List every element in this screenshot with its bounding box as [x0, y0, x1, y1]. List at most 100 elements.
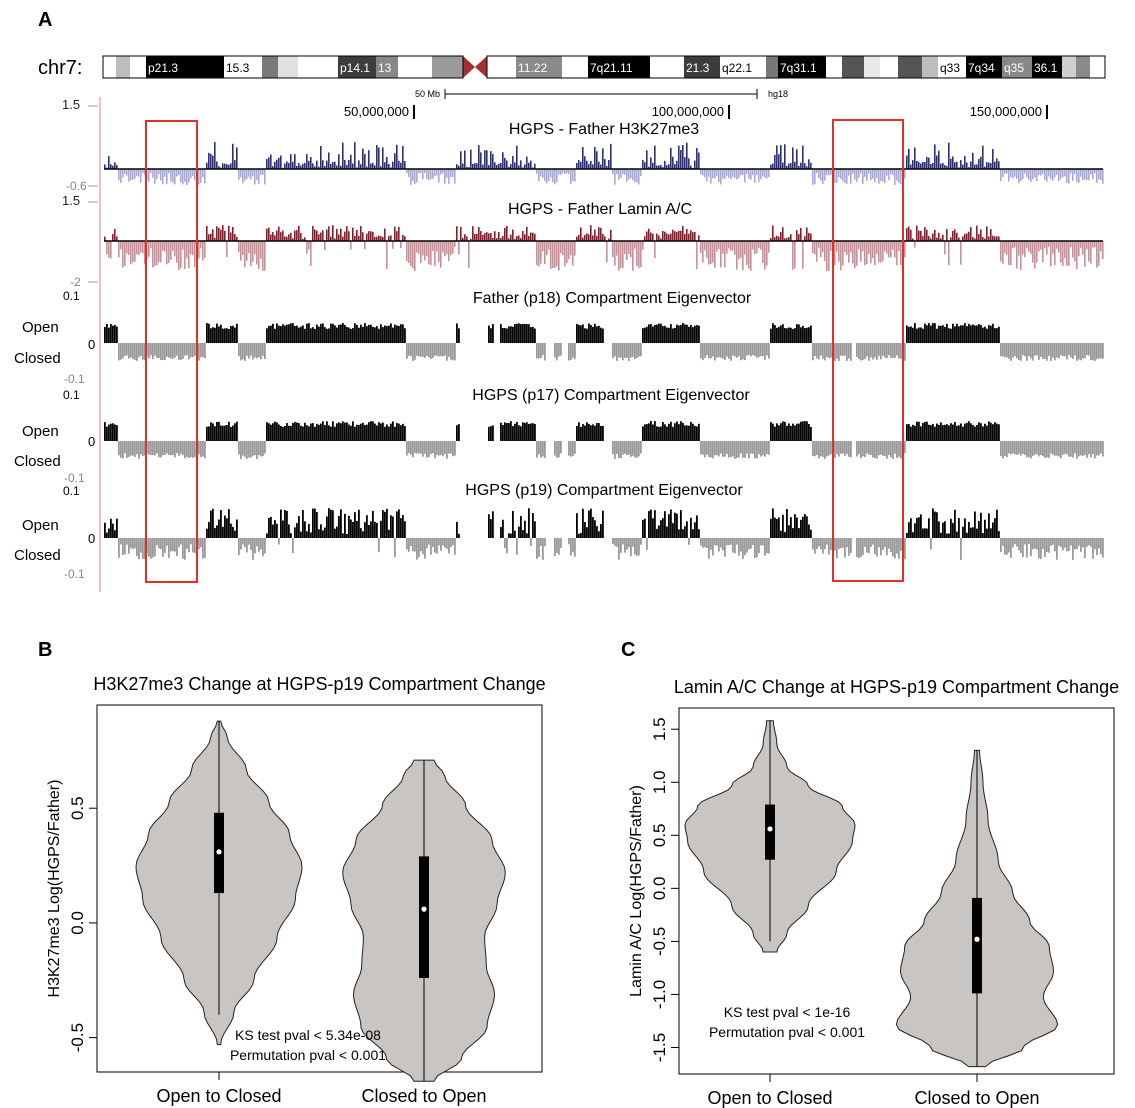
h3k27me3-bar	[1048, 169, 1050, 177]
eigen-p19-bar	[158, 538, 160, 549]
eigen-p17-bar	[750, 441, 752, 454]
eigen-father-bar	[532, 326, 534, 343]
lamin-bar	[668, 234, 670, 241]
eigen-p17-bar	[1084, 441, 1086, 455]
eigen-p19-bar	[594, 520, 596, 538]
lamin-bar	[344, 231, 346, 241]
eigen-p19-bar	[786, 509, 788, 538]
eigen-father-bar	[772, 323, 774, 343]
eigen-father-bar	[570, 343, 572, 360]
lamin-bar	[540, 241, 542, 264]
eigen-p17-bar	[728, 441, 730, 458]
eigen-father-bar	[174, 343, 176, 358]
eigen-p19-bar	[698, 529, 700, 538]
eigen-p17-bar	[244, 441, 246, 457]
h3k27me3-bar	[722, 169, 724, 179]
lamin-bar	[592, 235, 594, 241]
ideogram-band	[1002, 56, 1032, 78]
eigen-p19-bar	[722, 538, 724, 551]
eigen-p19-bar	[528, 508, 530, 538]
lamin-bar	[382, 237, 384, 241]
eigen-father-bar	[242, 343, 244, 360]
eigen-father-bar	[446, 343, 448, 361]
h3k27me3-bar	[890, 169, 892, 175]
eigen-p17-bar	[240, 441, 242, 459]
lamin-bar	[1080, 241, 1082, 248]
eigen-father-bar	[784, 328, 786, 343]
lamin-bar	[680, 230, 682, 241]
eigen-father-bar	[962, 325, 964, 343]
eigen-p17-bar	[152, 441, 154, 456]
h3k27me3-bar	[1086, 169, 1088, 180]
violin-title: H3K27me3 Change at HGPS-p19 Compartment …	[93, 674, 545, 694]
h3k27me3-bar	[548, 169, 550, 181]
eigen-father-bar	[814, 343, 816, 357]
lamin-bar	[490, 232, 492, 241]
eigen-father-bar	[584, 328, 586, 343]
h3k27me3-bar	[1036, 169, 1038, 182]
lamin-bar	[432, 241, 434, 251]
lamin-bar	[498, 231, 500, 241]
eigen-p19-bar	[200, 538, 202, 548]
h3k27me3-bar	[1004, 169, 1006, 174]
eigen-p17-bar	[250, 441, 252, 458]
eigen-p19-bar	[688, 538, 690, 545]
lamin-bar	[266, 228, 268, 241]
eigen-p17-bar	[654, 421, 656, 441]
lamin-bar	[612, 241, 614, 258]
lamin-bar	[334, 238, 336, 241]
eigen-father-bar	[1044, 343, 1046, 359]
lamin-bar	[166, 241, 168, 265]
eigen-father-bar	[342, 323, 344, 343]
eigen-p17-bar	[168, 441, 170, 455]
eigen-p17-bar	[220, 425, 222, 441]
h3k27me3-bar	[338, 154, 340, 169]
eigen-father-bar	[760, 343, 762, 357]
eigen-father-bar	[980, 324, 982, 343]
eigen-father-bar	[524, 324, 526, 343]
eigen-p19-bar	[242, 538, 244, 545]
eigen-father-bar	[356, 324, 358, 343]
h3k27me3-bar	[460, 151, 462, 169]
lamin-bar	[200, 241, 202, 249]
eigen-p19-bar	[796, 517, 798, 538]
h3k27me3-bar	[572, 169, 574, 182]
h3k27me3-bar	[330, 163, 332, 169]
eigen-p19-bar	[994, 518, 996, 538]
lamin-bar	[886, 241, 888, 254]
h3k27me3-bar	[896, 169, 898, 181]
h3k27me3-bar	[670, 147, 672, 169]
eigen-father-bar	[362, 326, 364, 343]
eigen-father-bar	[384, 325, 386, 343]
lamin-bar	[172, 241, 174, 251]
h3k27me3-bar	[992, 148, 994, 169]
lamin-bar	[358, 235, 360, 241]
eigen-father-bar	[700, 343, 702, 359]
eigen-p17-bar	[748, 441, 750, 459]
h3k27me3-bar	[782, 162, 784, 169]
eigen-p17-bar	[1096, 441, 1098, 456]
h3k27me3-bar	[296, 165, 298, 169]
eigen-p19-bar	[630, 538, 632, 557]
lamin-bar	[470, 238, 472, 241]
lamin-bar	[1050, 241, 1052, 267]
eigen-father-bar	[118, 343, 120, 361]
ideogram-q-arm-outline	[486, 55, 1106, 79]
h3k27me3-bar	[1068, 169, 1070, 184]
lamin-bar	[106, 241, 108, 255]
eigen-p17-bar	[194, 441, 196, 458]
eigen-father-bar	[640, 343, 642, 357]
h3k27me3-bar	[750, 169, 752, 180]
eigen-p17-bar	[1076, 441, 1078, 459]
lamin-bar	[506, 225, 508, 241]
lamin-bar	[894, 241, 896, 258]
lamin-bar	[936, 237, 938, 241]
h3k27me3-bar	[260, 169, 262, 175]
lamin-bar	[1052, 241, 1054, 254]
h3k27me3-bar	[726, 169, 728, 176]
lamin-bar	[242, 241, 244, 256]
eigen-father-bar	[1076, 343, 1078, 361]
eigen-p19-bar	[780, 530, 782, 538]
eigen-p19-bar	[790, 517, 792, 538]
eigen-p19-bar	[330, 509, 332, 538]
